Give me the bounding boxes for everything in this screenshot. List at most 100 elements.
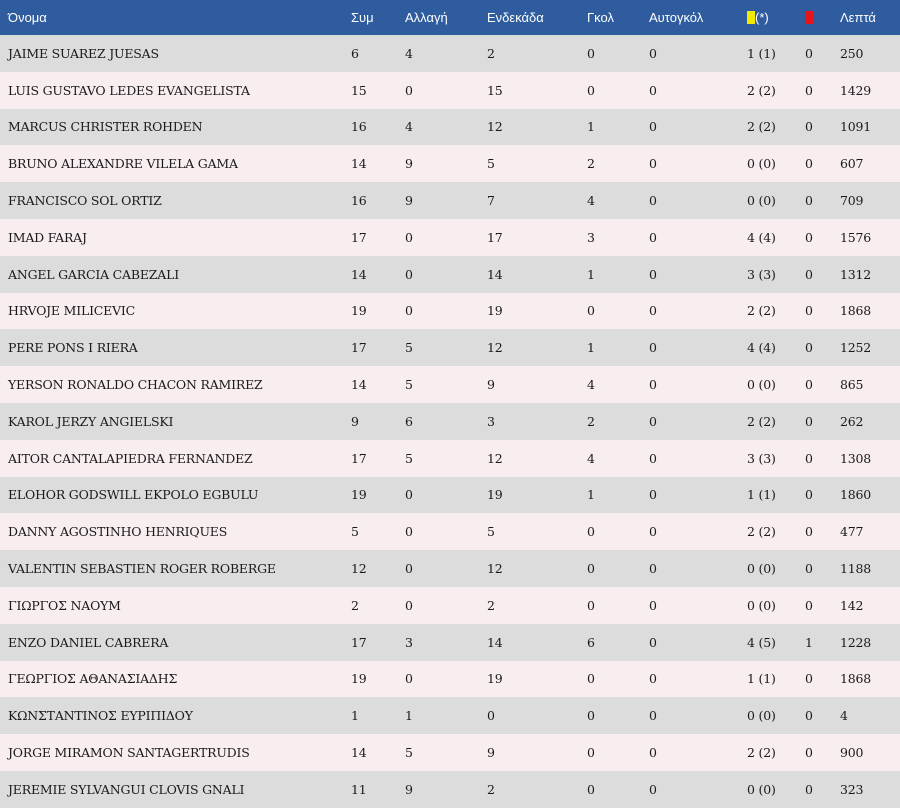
sub-cell: 5 [405, 745, 413, 761]
yellow-cards-cell: 2 (2) [747, 303, 776, 319]
minutes-cell: 1868 [840, 303, 872, 319]
player-name[interactable]: MARCUS CHRISTER ROHDEN [8, 119, 203, 135]
player-name[interactable]: AITOR CANTALAPIEDRA FERNANDEZ [8, 450, 253, 466]
goals-cell: 0 [587, 708, 595, 724]
starts-cell: 12 [487, 340, 503, 356]
goals-cell: 0 [587, 597, 595, 613]
sub-cell: 9 [405, 156, 413, 172]
yellow-cards-cell: 2 (2) [747, 413, 776, 429]
goals-cell: 2 [587, 156, 595, 172]
starts-cell: 9 [487, 377, 495, 393]
starts-cell: 12 [487, 561, 503, 577]
player-name[interactable]: ΓΙΩΡΓΟΣ ΝΑΟΥΜ [8, 597, 121, 613]
starts-cell: 12 [487, 450, 503, 466]
minutes-cell: 323 [840, 781, 864, 797]
starts-cell: 3 [487, 413, 495, 429]
yellow-cards-cell: 0 (0) [747, 781, 776, 797]
player-name[interactable]: FRANCISCO SOL ORTIZ [8, 193, 162, 209]
goals-cell: 6 [587, 634, 595, 650]
table-row: BRUNO ALEXANDRE VILELA GAMA 14 9 5 2 0 0 (0) 0 6… [0, 145, 900, 183]
goals-cell: 4 [587, 450, 595, 466]
starts-cell: 2 [487, 45, 495, 61]
player-name[interactable]: YERSON RONALDO CHACON RAMIREZ [8, 377, 263, 393]
own-goals-cell: 0 [649, 745, 657, 761]
red-cards-cell: 0 [805, 597, 813, 613]
minutes-cell: 1308 [840, 450, 872, 466]
minutes-cell: 1252 [840, 340, 872, 356]
player-name[interactable]: VALENTIN SEBASTIEN ROGER ROBERGE [8, 561, 276, 577]
player-name[interactable]: ENZO DANIEL CABRERA [8, 634, 169, 650]
player-name[interactable]: JEREMIE SYLVANGUI CLOVIS GNALI [8, 781, 245, 797]
minutes-cell: 4 [840, 708, 848, 724]
player-name[interactable]: ΓΕΩΡΓΙΟΣ ΑΘΑΝΑΣΙΑΔΗΣ [8, 671, 178, 687]
sub-cell: 0 [405, 82, 413, 98]
yellow-cards-cell: 0 (0) [747, 708, 776, 724]
header-red-cards[interactable] [797, 0, 832, 35]
own-goals-cell: 0 [649, 266, 657, 282]
player-name[interactable]: JORGE MIRAMON SANTAGERTRUDIS [8, 745, 250, 761]
table-row: LUIS GUSTAVO LEDES EVANGELISTA 15 0 15 0 0 2 (… [0, 71, 900, 109]
apps-cell: 6 [351, 45, 359, 61]
minutes-cell: 142 [840, 597, 864, 613]
starts-cell: 14 [487, 634, 503, 650]
own-goals-cell: 0 [649, 597, 657, 613]
table-body: JAIME SUAREZ JUESAS 6 4 2 0 0 1 (1) 0 250 LUIS GU… [0, 35, 900, 808]
red-cards-cell: 0 [805, 781, 813, 797]
own-goals-cell: 0 [649, 487, 657, 503]
header-minutes[interactable]: Λεπτά [840, 10, 876, 25]
player-name[interactable]: HRVOJE MILICEVIC [8, 303, 136, 319]
table-row: DANNY AGOSTINHO HENRIQUES 5 0 5 0 0 2 (2) 0 477 [0, 513, 900, 551]
player-name[interactable]: LUIS GUSTAVO LEDES EVANGELISTA [8, 82, 250, 98]
sub-cell: 0 [405, 671, 413, 687]
player-name[interactable]: IMAD FARAJ [8, 229, 87, 245]
header-apps[interactable]: Συμ [351, 10, 374, 25]
apps-cell: 11 [351, 781, 367, 797]
header-yellow-cards[interactable]: (*) [739, 0, 797, 35]
header-sub[interactable]: Αλλαγή [405, 10, 448, 25]
apps-cell: 17 [351, 340, 367, 356]
sub-cell: 5 [405, 450, 413, 466]
goals-cell: 1 [587, 119, 595, 135]
minutes-cell: 1188 [840, 561, 872, 577]
starts-cell: 19 [487, 487, 503, 503]
player-name[interactable]: BRUNO ALEXANDRE VILELA GAMA [8, 156, 238, 172]
minutes-cell: 1576 [840, 229, 872, 245]
table-row: VALENTIN SEBASTIEN ROGER ROBERGE 12 0 12 0 0 0… [0, 550, 900, 587]
starts-cell: 14 [487, 266, 503, 282]
player-name[interactable]: ELOHOR GODSWILL EKPOLO EGBULU [8, 487, 259, 503]
starts-cell: 12 [487, 119, 503, 135]
header-own-goals[interactable]: Αυτογκόλ [649, 10, 704, 25]
player-name[interactable]: PERE PONS I RIERA [8, 340, 138, 356]
starts-cell: 2 [487, 597, 495, 613]
player-name[interactable]: KAROL JERZY ANGIELSKI [8, 413, 174, 429]
goals-cell: 0 [587, 561, 595, 577]
apps-cell: 14 [351, 377, 367, 393]
table-row: ΓΙΩΡΓΟΣ ΝΑΟΥΜ 2 0 2 0 0 0 (0) 0 142 [0, 586, 900, 624]
minutes-cell: 1429 [840, 82, 872, 98]
header-name[interactable]: Όνομα [8, 10, 47, 25]
table-row: IMAD FARAJ 17 0 17 3 0 4 (4) 0 1576 [0, 218, 900, 256]
sub-cell: 4 [405, 119, 413, 135]
player-name[interactable]: JAIME SUAREZ JUESAS [8, 45, 159, 61]
player-name[interactable]: ΚΩΝΣΤΑΝΤΙΝΟΣ ΕΥΡΙΠΙΔΟΥ [8, 708, 193, 724]
goals-cell: 4 [587, 377, 595, 393]
header-goals[interactable]: Γκολ [587, 10, 614, 25]
sub-cell: 0 [405, 524, 413, 540]
apps-cell: 17 [351, 229, 367, 245]
own-goals-cell: 0 [649, 561, 657, 577]
sub-cell: 6 [405, 413, 413, 429]
goals-cell: 0 [587, 781, 595, 797]
starts-cell: 17 [487, 229, 503, 245]
player-name[interactable]: DANNY AGOSTINHO HENRIQUES [8, 524, 228, 540]
starts-cell: 19 [487, 303, 503, 319]
starts-cell: 2 [487, 781, 495, 797]
starts-cell: 15 [487, 82, 503, 98]
red-cards-cell: 0 [805, 413, 813, 429]
player-name[interactable]: ANGEL GARCIA CABEZALI [8, 266, 179, 282]
minutes-cell: 1091 [840, 119, 872, 135]
yellow-cards-cell: 4 (4) [747, 340, 776, 356]
header-starts[interactable]: Ενδεκάδα [487, 10, 544, 25]
yellow-card-icon [747, 11, 755, 24]
goals-cell: 0 [587, 671, 595, 687]
yellow-cards-cell: 4 (5) [747, 634, 776, 650]
